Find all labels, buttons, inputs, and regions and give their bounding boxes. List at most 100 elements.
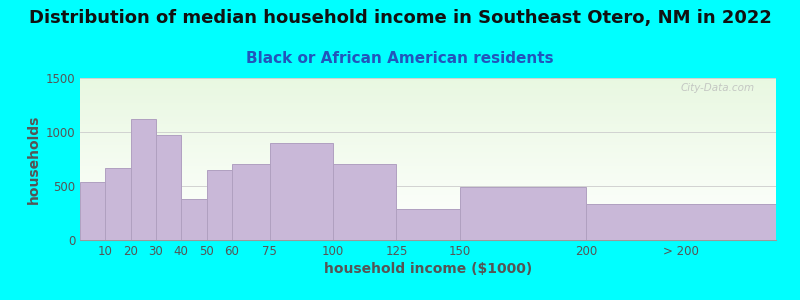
- Bar: [80, 80, 776, 81]
- Bar: [80, 225, 776, 226]
- Bar: [80, 160, 776, 161]
- Bar: [80, 226, 776, 227]
- Bar: [80, 141, 776, 142]
- Bar: [80, 182, 776, 183]
- Bar: [80, 156, 776, 157]
- Bar: [80, 99, 776, 100]
- Bar: [80, 135, 776, 136]
- Bar: [80, 105, 776, 106]
- Text: Black or African American residents: Black or African American residents: [246, 51, 554, 66]
- Bar: [80, 154, 776, 155]
- Bar: [80, 216, 776, 217]
- Y-axis label: households: households: [27, 114, 42, 204]
- Bar: [80, 81, 776, 82]
- Bar: [80, 236, 776, 237]
- Bar: [80, 237, 776, 238]
- Bar: [80, 153, 776, 154]
- Bar: [80, 89, 776, 90]
- Bar: [80, 162, 776, 163]
- Bar: [80, 175, 776, 176]
- Bar: [80, 189, 776, 190]
- Bar: [80, 196, 776, 197]
- Bar: [80, 85, 776, 86]
- Bar: [80, 120, 776, 121]
- Bar: [80, 179, 776, 180]
- Bar: [80, 147, 776, 148]
- Bar: [80, 235, 776, 236]
- Bar: [80, 106, 776, 107]
- Bar: [80, 140, 776, 141]
- Bar: [80, 124, 776, 125]
- Bar: [80, 233, 776, 234]
- Bar: [80, 200, 776, 201]
- Bar: [232, 164, 270, 240]
- Bar: [80, 129, 776, 130]
- Bar: [80, 158, 776, 159]
- Bar: [80, 210, 776, 211]
- Bar: [80, 118, 776, 119]
- Bar: [80, 92, 776, 93]
- Bar: [80, 209, 776, 210]
- Bar: [80, 177, 776, 178]
- Bar: [80, 123, 776, 124]
- Bar: [80, 146, 776, 147]
- Bar: [80, 204, 776, 205]
- Bar: [80, 178, 776, 179]
- Bar: [80, 79, 776, 80]
- Bar: [80, 152, 776, 153]
- Bar: [80, 86, 776, 87]
- Bar: [80, 192, 776, 193]
- Text: Distribution of median household income in Southeast Otero, NM in 2022: Distribution of median household income …: [29, 9, 771, 27]
- Bar: [80, 187, 776, 188]
- Bar: [80, 121, 776, 122]
- Bar: [80, 193, 776, 194]
- Bar: [80, 188, 776, 189]
- Bar: [80, 239, 776, 240]
- Bar: [80, 109, 776, 110]
- Bar: [80, 227, 776, 228]
- Bar: [80, 111, 776, 112]
- Bar: [80, 231, 776, 232]
- Bar: [80, 125, 776, 126]
- Bar: [80, 206, 776, 207]
- Bar: [80, 133, 776, 134]
- Bar: [80, 223, 776, 224]
- Bar: [80, 93, 776, 94]
- Bar: [80, 144, 776, 145]
- Bar: [80, 168, 776, 169]
- Bar: [80, 191, 776, 192]
- Bar: [80, 126, 776, 127]
- Bar: [80, 219, 776, 220]
- Bar: [80, 110, 776, 111]
- Bar: [80, 97, 776, 98]
- Bar: [80, 181, 776, 182]
- Bar: [80, 112, 776, 113]
- Bar: [80, 195, 776, 196]
- Bar: [80, 96, 776, 97]
- Bar: [80, 103, 776, 104]
- Bar: [80, 94, 776, 95]
- Bar: [80, 149, 776, 150]
- Bar: [80, 185, 776, 186]
- Bar: [80, 137, 776, 138]
- Bar: [80, 132, 776, 133]
- Bar: [80, 82, 776, 83]
- Bar: [80, 174, 776, 175]
- Bar: [80, 161, 776, 162]
- Bar: [270, 143, 333, 240]
- Bar: [80, 155, 776, 156]
- Bar: [80, 215, 776, 216]
- Bar: [80, 184, 776, 185]
- Bar: [80, 150, 776, 151]
- Bar: [80, 167, 776, 168]
- Bar: [80, 159, 776, 160]
- Bar: [182, 199, 206, 240]
- Bar: [80, 176, 776, 177]
- Bar: [80, 104, 776, 105]
- Bar: [586, 204, 776, 240]
- Bar: [80, 138, 776, 139]
- Bar: [80, 128, 776, 129]
- Bar: [80, 130, 776, 131]
- Bar: [460, 187, 586, 240]
- Bar: [80, 230, 776, 231]
